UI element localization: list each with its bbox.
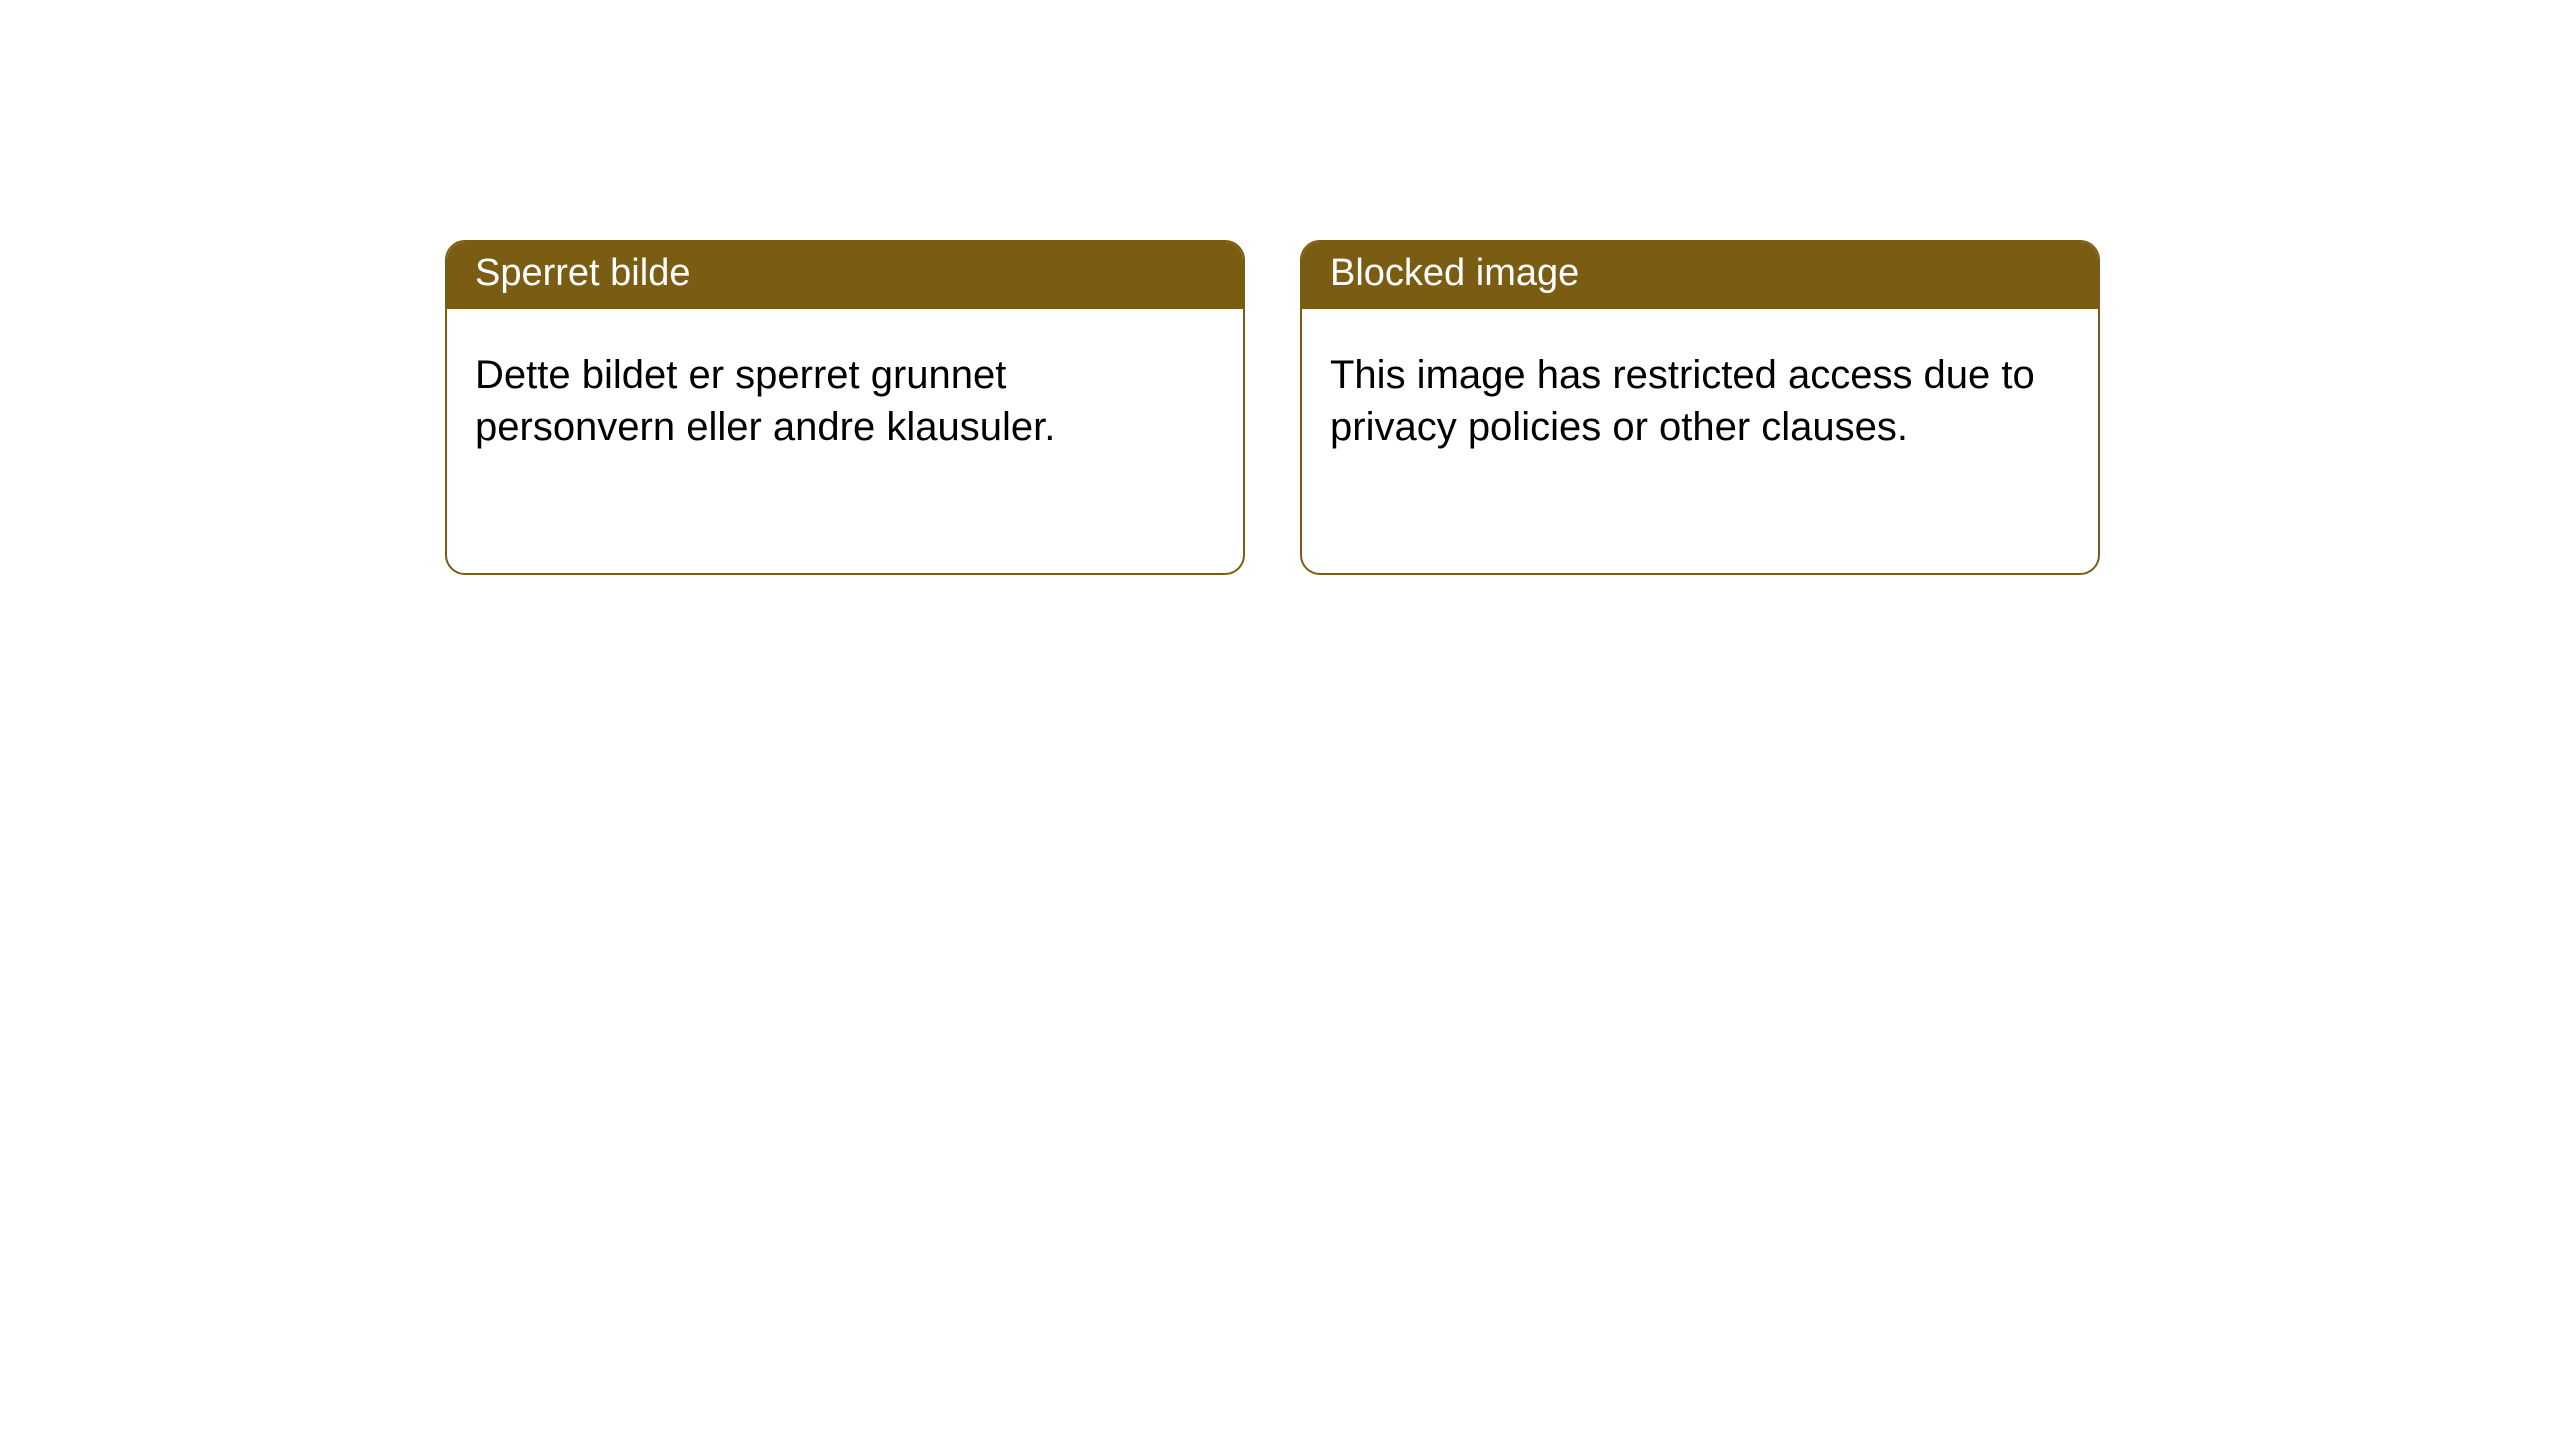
card-body-text: This image has restricted access due to … (1330, 353, 2035, 449)
blocked-image-card-en: Blocked image This image has restricted … (1300, 240, 2100, 575)
card-title: Sperret bilde (475, 252, 690, 294)
card-body: Dette bildet er sperret grunnet personve… (447, 309, 1243, 483)
card-header: Blocked image (1302, 242, 2098, 309)
card-header: Sperret bilde (447, 242, 1243, 309)
cards-container: Sperret bilde Dette bildet er sperret gr… (0, 0, 2560, 575)
card-body-text: Dette bildet er sperret grunnet personve… (475, 353, 1055, 449)
card-title: Blocked image (1330, 252, 1579, 294)
card-body: This image has restricted access due to … (1302, 309, 2098, 483)
blocked-image-card-no: Sperret bilde Dette bildet er sperret gr… (445, 240, 1245, 575)
